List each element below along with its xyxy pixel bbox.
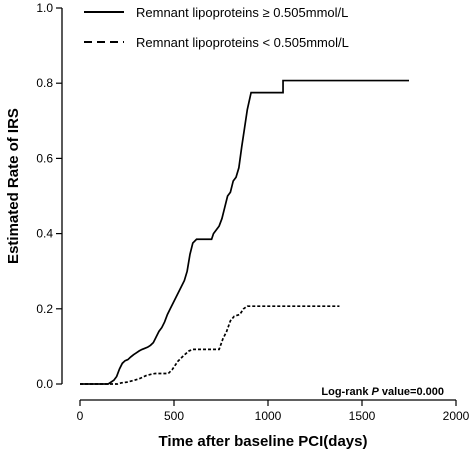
legend: Remnant lipoproteins ≥ 0.505mmol/L Remnan… <box>84 5 349 50</box>
y-tick-label: 0.8 <box>36 76 53 90</box>
x-tick-label: 1500 <box>349 409 376 423</box>
legend-label-low: Remnant lipoproteins < 0.505mmol/L <box>136 35 349 50</box>
x-tick-label: 1000 <box>255 409 282 423</box>
logrank-value: value=0.000 <box>379 386 444 398</box>
x-ticks: 0 500 1000 1500 2000 <box>77 400 470 423</box>
legend-label-high: Remnant lipoproteins ≥ 0.505mmol/L <box>136 5 348 20</box>
y-tick-label: 0.0 <box>36 377 53 391</box>
x-tick-label: 500 <box>164 409 184 423</box>
y-axis-title: Estimated Rate of IRS <box>5 108 22 264</box>
x-tick-label: 0 <box>77 409 84 423</box>
x-tick-label: 2000 <box>443 409 470 423</box>
logrank-prefix: Log-rank <box>321 386 371 398</box>
series-group <box>80 79 409 385</box>
logrank-p: P <box>372 386 380 398</box>
x-axis-title: Time after baseline PCI(days) <box>159 433 368 450</box>
y-tick-label: 1.0 <box>36 1 53 15</box>
series-high-line <box>80 79 409 385</box>
y-tick-label: 0.2 <box>36 302 53 316</box>
y-tick-label: 0.4 <box>36 227 53 241</box>
logrank-annotation: Log-rank P value=0.000 <box>321 386 444 398</box>
y-ticks: 0.0 0.2 0.4 0.6 0.8 1.0 <box>36 1 62 391</box>
axes <box>61 8 456 401</box>
y-tick-label: 0.6 <box>36 151 53 165</box>
